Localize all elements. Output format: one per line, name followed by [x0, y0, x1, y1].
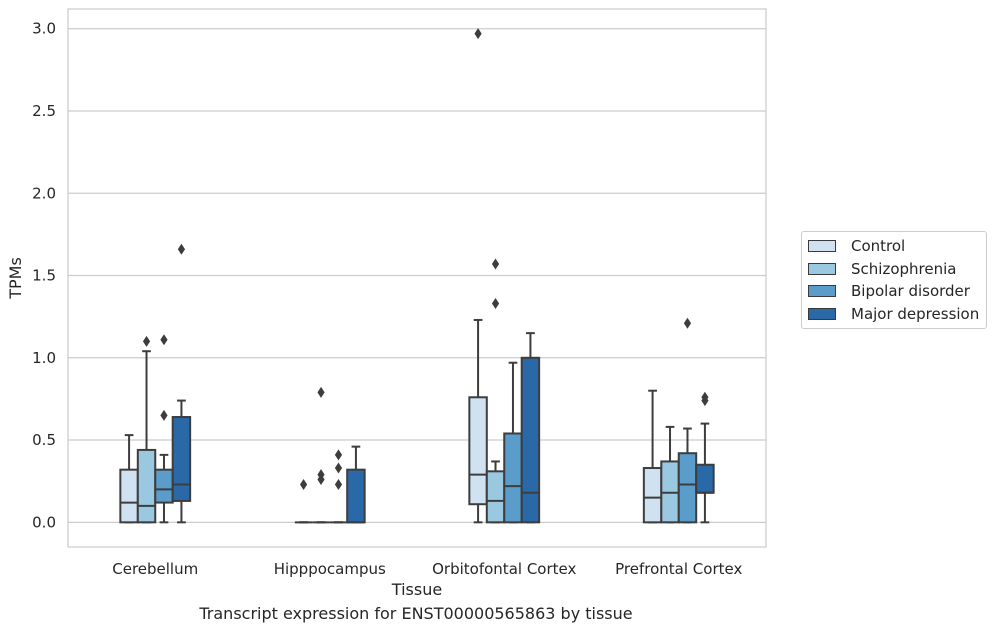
- box-body: [485, 470, 506, 524]
- box-bipolar-disorder: [154, 334, 174, 524]
- y-tick-label: 0.5: [32, 431, 56, 449]
- box-body: [695, 463, 715, 494]
- outlier-point: [334, 449, 343, 461]
- x-tick-label: Cerebellum: [112, 560, 198, 578]
- x-axis-ticks: Cerebellum Hipppocampus Orbitofontal Corte…: [112, 560, 742, 578]
- box-body: [520, 356, 541, 524]
- outlier-point: [701, 395, 709, 407]
- box-major-depression: [346, 445, 366, 524]
- box-body: [642, 467, 663, 524]
- box-schizophrenia: [312, 386, 330, 524]
- x-tick-label: Hipppocampus: [274, 560, 386, 578]
- legend: Control Schizophrenia Bipolar disorder Majo…: [801, 231, 987, 329]
- box-plots: [119, 28, 715, 524]
- box-schizophrenia: [660, 425, 680, 524]
- legend-swatch: [808, 262, 836, 275]
- box-control: [294, 478, 313, 524]
- box-body: [677, 452, 698, 524]
- outlier-point: [160, 409, 168, 421]
- outlier-point: [491, 258, 500, 270]
- outlier-point: [474, 28, 482, 40]
- x-tick-label: Prefrontal Cortex: [615, 560, 742, 578]
- outlier-point: [683, 317, 692, 329]
- outlier-point: [334, 478, 343, 490]
- box-major-depression: [695, 391, 715, 524]
- y-tick-label: 2.0: [32, 184, 56, 202]
- y-tick-label: 0.0: [32, 513, 56, 531]
- outlier-point: [160, 334, 168, 346]
- y-axis-ticks: 0.0 0.5 1.0 1.5 2.0 2.5 3.0: [32, 20, 56, 532]
- outlier-point: [317, 386, 325, 398]
- x-tick-label: Orbitofontal Cortex: [432, 560, 576, 578]
- box-body: [119, 468, 139, 524]
- box-bipolar-disorder: [503, 361, 523, 524]
- outlier-point: [491, 298, 500, 310]
- box-bipolar-disorder: [329, 449, 348, 524]
- x-axis-title: Tissue: [391, 580, 442, 599]
- legend-label: Schizophrenia: [851, 259, 957, 278]
- box-body: [468, 396, 488, 506]
- box-body: [171, 416, 192, 502]
- legend-item: Bipolar disorder: [802, 280, 986, 303]
- box-body: [503, 432, 523, 524]
- outlier-point: [142, 335, 151, 347]
- legend-item: Control: [802, 235, 986, 258]
- y-tick-label: 1.5: [32, 267, 56, 285]
- box-schizophrenia: [136, 335, 157, 524]
- chart-caption: Transcript expression for ENST0000056586…: [199, 604, 633, 623]
- legend-item: Schizophrenia: [802, 258, 986, 281]
- y-tick-label: 1.0: [32, 349, 56, 367]
- y-tick-label: 2.5: [32, 102, 56, 120]
- outlier-point: [334, 462, 343, 474]
- box-control: [119, 434, 139, 524]
- box-control: [642, 389, 663, 524]
- legend-label: Major depression: [851, 304, 980, 323]
- y-tick-label: 3.0: [32, 20, 56, 38]
- box-schizophrenia: [485, 258, 506, 524]
- y-axis-title: TPMs: [6, 257, 25, 300]
- box-control: [468, 28, 488, 524]
- outlier-point: [317, 474, 325, 486]
- legend-label: Bipolar disorder: [851, 282, 970, 301]
- legend-swatch: [808, 285, 836, 298]
- box-major-depression: [520, 332, 541, 524]
- plot-frame: [67, 8, 767, 548]
- legend-item: Major depression: [802, 303, 986, 326]
- legend-swatch: [808, 307, 836, 320]
- box-body: [346, 468, 366, 524]
- box-body: [154, 468, 174, 504]
- box-major-depression: [171, 243, 192, 524]
- box-bipolar-disorder: [677, 317, 698, 524]
- legend-swatch: [808, 240, 836, 253]
- box-body: [136, 448, 157, 524]
- outlier-point: [177, 243, 186, 255]
- outlier-point: [299, 478, 308, 490]
- legend-label: Control: [851, 237, 906, 256]
